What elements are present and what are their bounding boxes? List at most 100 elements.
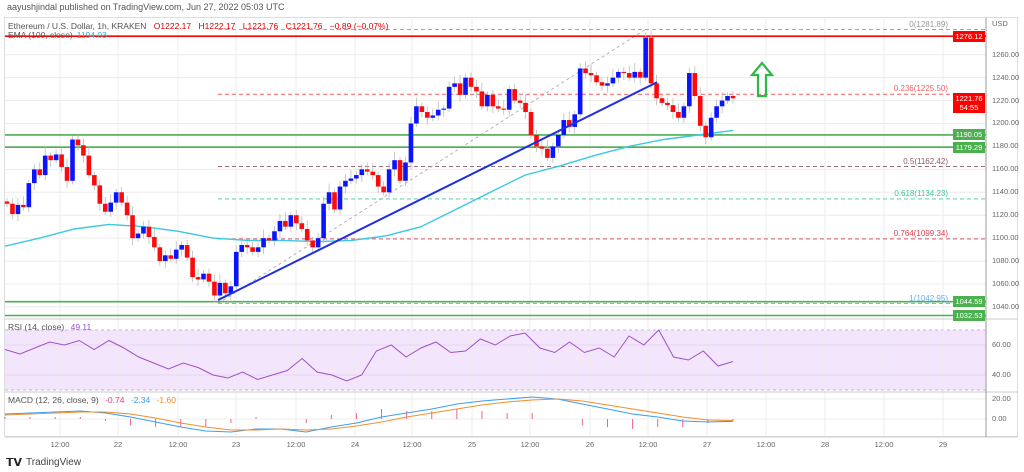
- candle-up: [113, 192, 119, 203]
- time-tick-label: 23: [231, 440, 241, 449]
- time-tick-label: 29: [938, 440, 948, 449]
- candle-up: [337, 186, 343, 210]
- open-value: O1222.17: [153, 21, 192, 31]
- candle-up: [233, 251, 239, 287]
- candle-down: [97, 185, 103, 204]
- candle-up: [550, 146, 556, 158]
- price-tag: 1032.53: [953, 309, 985, 321]
- candle-down: [659, 98, 665, 103]
- fib-level-label: 0(1281.89): [909, 19, 948, 29]
- time-tick-label: 25: [467, 440, 477, 449]
- price-tag: 1190.05: [953, 129, 985, 141]
- fib-level-label: 0.236(1225.50): [893, 84, 948, 94]
- candle-down: [583, 68, 588, 74]
- macd-signal-line: [4, 398, 734, 431]
- candle-down: [168, 255, 174, 259]
- candle-up: [179, 245, 184, 250]
- candle-up: [446, 86, 452, 109]
- candle-down: [534, 134, 539, 147]
- candle-up: [605, 83, 610, 86]
- price-tick-label: 1240.00: [992, 72, 1020, 82]
- candle-down: [419, 106, 425, 113]
- fib-level-label: 0.5(1162.42): [903, 156, 948, 166]
- rsi-line: [4, 329, 734, 382]
- macd-line-value: -2.34: [130, 395, 151, 405]
- candle-down: [283, 220, 288, 227]
- candle-up: [163, 255, 168, 262]
- candle-up: [31, 169, 37, 184]
- macd-tick-label: 20.00: [992, 394, 1011, 403]
- candle-down: [665, 102, 670, 106]
- candle-down: [370, 171, 376, 176]
- time-tick-label: 12:00: [874, 440, 894, 449]
- candle-up: [643, 37, 648, 78]
- publisher-line: aayushjindal published on TradingView.co…: [7, 2, 285, 12]
- candle-up: [403, 162, 408, 181]
- fib-trend-line: [217, 29, 646, 304]
- candle-down: [566, 120, 572, 127]
- candle-down: [124, 202, 130, 216]
- time-tick-label: 12:00: [50, 440, 70, 449]
- price-tick-label: 1180.00: [992, 141, 1019, 151]
- candle-down: [195, 277, 201, 280]
- macd-label[interactable]: MACD (12, 26, close, 9): [8, 395, 99, 405]
- time-tick-label: 27: [702, 440, 712, 449]
- candle-up: [70, 139, 75, 181]
- candle-down: [545, 148, 550, 158]
- candle-down: [425, 112, 430, 118]
- candle-down: [332, 192, 337, 210]
- candle-up: [108, 202, 114, 212]
- candle-up: [485, 94, 490, 107]
- tradingview-logo[interactable]: 𝗧𝗩 TradingView: [6, 456, 81, 469]
- candle-down: [490, 94, 496, 107]
- ema-legend: EMA (100, close) 1194.03: [8, 30, 107, 40]
- candle-up: [616, 71, 621, 78]
- price-tick-label: 1220.00: [992, 95, 1020, 105]
- up-arrow-icon: [749, 61, 775, 98]
- price-axis-unit: USD: [992, 19, 1008, 28]
- fib-level-label: 0.764(1099.34): [893, 228, 948, 238]
- candle-down: [310, 240, 315, 248]
- candle-down: [152, 236, 157, 248]
- candle-up: [42, 155, 48, 176]
- ema-label[interactable]: EMA (100, close): [8, 30, 73, 40]
- candle-down: [4, 201, 10, 204]
- candle-down: [588, 73, 594, 76]
- candle-down: [501, 108, 507, 110]
- candle-up: [141, 226, 146, 234]
- price-tick-label: 1120.00: [992, 210, 1019, 220]
- candle-up: [272, 231, 277, 241]
- candle-up: [228, 286, 234, 294]
- candle-up: [719, 100, 725, 107]
- rsi-label[interactable]: RSI (14, close): [8, 322, 65, 332]
- candle-up: [217, 282, 223, 296]
- time-tick-label: 22: [113, 440, 123, 449]
- candle-down: [81, 145, 86, 156]
- ascending-trendline: [217, 81, 658, 301]
- time-tick-label: 12:00: [286, 440, 306, 449]
- candle-down: [10, 203, 15, 215]
- candle-down: [626, 73, 632, 78]
- candle-down: [654, 83, 659, 99]
- candle-up: [53, 154, 59, 161]
- close-value: C1221.76: [285, 21, 323, 31]
- candle-down: [599, 82, 605, 86]
- candle-up: [255, 247, 261, 252]
- candle-down: [474, 86, 479, 92]
- candle-up: [452, 83, 457, 87]
- macd-legend: MACD (12, 26, close, 9) -0.74 -2.34 -1.6…: [8, 395, 176, 405]
- candle-down: [539, 146, 545, 149]
- high-value: H1222.17: [198, 21, 236, 31]
- symbol-name[interactable]: Ethereum / U.S. Dollar, 1h, KRAKEN: [8, 21, 147, 31]
- candle-down: [512, 89, 517, 101]
- candle-down: [146, 226, 152, 237]
- candle-up: [725, 95, 730, 101]
- time-tick-label: 26: [585, 440, 595, 449]
- price-tick-label: 1100.00: [992, 233, 1019, 243]
- candle-down: [479, 91, 485, 107]
- candle-down: [528, 112, 534, 135]
- branding-text: TradingView: [26, 457, 82, 468]
- candle-down: [375, 175, 381, 187]
- candle-up: [359, 169, 365, 176]
